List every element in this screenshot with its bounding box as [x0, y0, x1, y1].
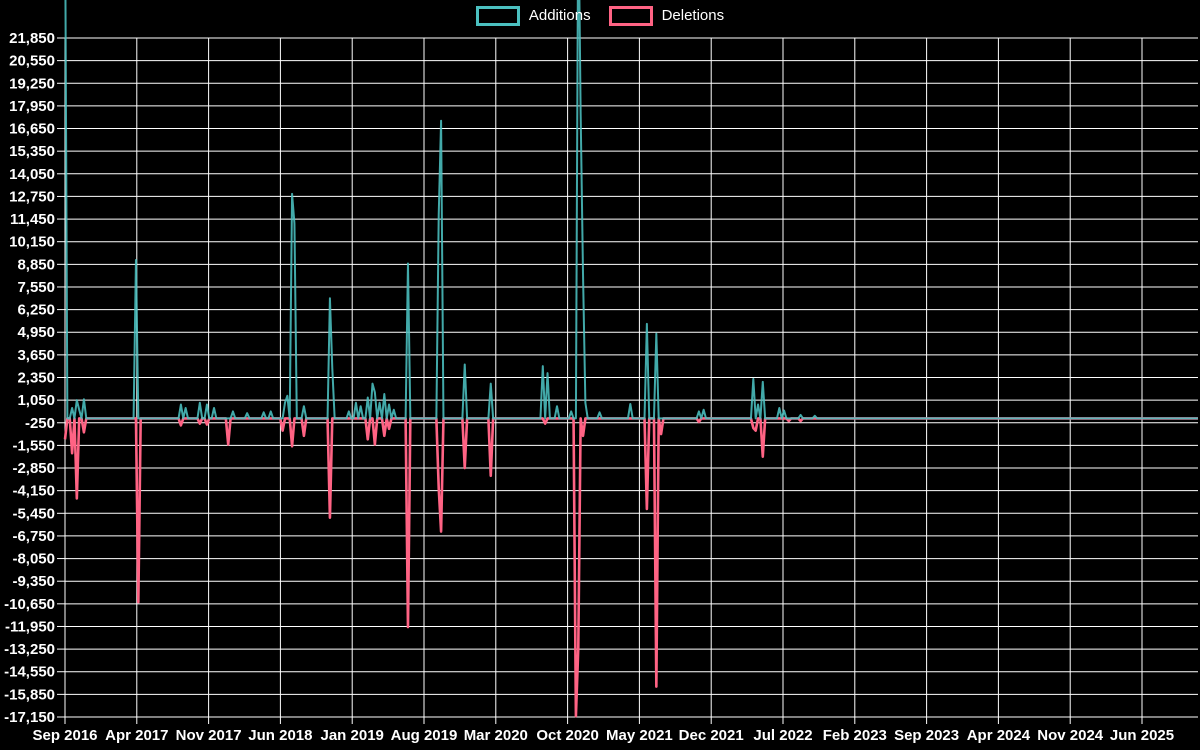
y-tick-label: 8,850	[17, 256, 55, 273]
x-tick-label: Jan 2019	[321, 727, 384, 744]
x-tick-label: Aug 2019	[391, 727, 458, 744]
axis-ticks	[57, 37, 1143, 724]
deletions-swatch-icon	[608, 6, 653, 26]
x-tick-label: Sep 2016	[32, 727, 97, 744]
x-tick-label: Jul 2022	[753, 727, 812, 744]
y-tick-label: -13,250	[4, 641, 55, 658]
y-tick-label: 21,850	[9, 30, 55, 47]
y-tick-label: 10,150	[9, 234, 55, 251]
x-tick-label: Jun 2018	[248, 727, 312, 744]
axis-labels: 21,850 20,550 19,250 17,950 16,650 15,350 14,0…	[4, 30, 1174, 744]
x-tick-label: Nov 2017	[176, 727, 242, 744]
grid-lines	[64, 37, 1198, 718]
y-tick-label: -10,650	[4, 596, 55, 613]
legend-label-deletions: Deletions	[661, 7, 725, 24]
y-tick-label: 1,050	[17, 392, 55, 409]
y-tick-label: 14,050	[9, 166, 55, 183]
y-tick-label: -8,050	[12, 551, 55, 568]
y-tick-label: -5,450	[12, 505, 55, 522]
y-tick-label: -17,150	[4, 709, 55, 726]
legend-item-additions[interactable]: Additions	[475, 6, 591, 26]
y-tick-label: -9,350	[12, 573, 55, 590]
x-tick-label: Nov 2024	[1037, 727, 1104, 744]
additions-swatch-icon	[475, 6, 520, 26]
y-tick-label: 17,950	[9, 98, 55, 115]
legend-item-deletions[interactable]: Deletions	[608, 6, 725, 26]
legend-label-additions: Additions	[528, 7, 591, 24]
x-tick-label: Apr 2024	[967, 727, 1031, 744]
y-tick-label: -250	[25, 415, 55, 432]
y-tick-label: 4,950	[17, 324, 55, 341]
y-tick-label: -1,550	[12, 437, 55, 454]
y-tick-label: 3,650	[17, 347, 55, 364]
y-tick-label: -11,950	[5, 618, 55, 635]
y-tick-label: 2,350	[17, 370, 55, 387]
y-tick-label: 11,450	[10, 211, 55, 228]
x-tick-label: Dec 2021	[679, 727, 744, 744]
x-tick-label: Sep 2023	[894, 727, 959, 744]
y-tick-label: -2,850	[12, 460, 55, 477]
y-tick-label: 7,550	[17, 279, 55, 296]
x-tick-label: Mar 2020	[464, 727, 528, 744]
x-tick-label: Feb 2023	[823, 727, 887, 744]
y-tick-label: 20,550	[9, 53, 55, 70]
x-tick-label: Apr 2017	[105, 727, 168, 744]
y-tick-label: -6,750	[12, 528, 55, 545]
y-tick-label: -15,850	[4, 686, 55, 703]
y-tick-label: 15,350	[9, 143, 55, 160]
x-tick-label: Jun 2025	[1110, 727, 1174, 744]
chart-legend: Additions Deletions	[0, 6, 1200, 26]
y-tick-label: 16,650	[9, 121, 55, 138]
y-tick-label: 6,250	[17, 302, 55, 319]
additions-line	[64, 0, 1198, 420]
y-tick-label: 12,750	[9, 188, 55, 205]
y-tick-label: -14,550	[4, 664, 55, 681]
y-tick-label: 19,250	[9, 75, 55, 92]
x-tick-label: May 2021	[606, 727, 673, 744]
x-tick-label: Oct 2020	[536, 727, 599, 744]
y-tick-label: -4,150	[12, 483, 55, 500]
